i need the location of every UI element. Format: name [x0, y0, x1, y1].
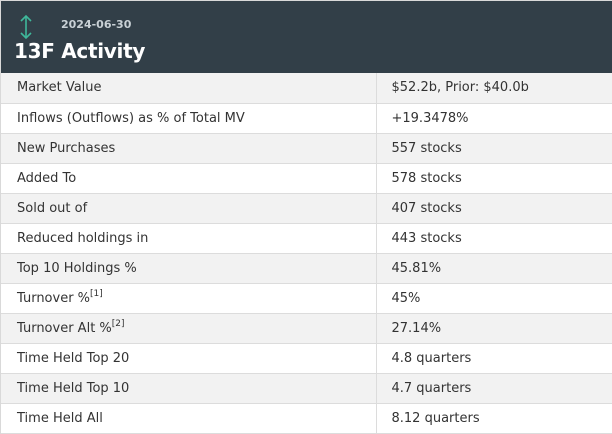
row-value: 407 stocks [375, 193, 612, 224]
row-label: Turnover %[1] [1, 283, 376, 314]
table-row: New Purchases 557 stocks [1, 133, 612, 164]
row-label: Time Held Top 10 [1, 373, 376, 404]
panel-title: 13F Activity [14, 39, 146, 63]
row-value: 578 stocks [375, 163, 612, 194]
row-value: 557 stocks [375, 133, 612, 164]
row-value: 45.81% [375, 253, 612, 284]
row-label: Inflows (Outflows) as % of Total MV [1, 103, 376, 134]
row-label: Top 10 Holdings % [1, 253, 376, 284]
row-value: 4.8 quarters [375, 343, 612, 374]
row-label: Time Held All [1, 403, 376, 434]
table-row: Reduced holdings in 443 stocks [1, 223, 612, 254]
table-row: Turnover Alt %[2] 27.14% [1, 313, 612, 344]
row-label: Turnover Alt %[2] [1, 313, 376, 344]
footnote-link[interactable]: [2] [111, 318, 125, 329]
row-label: Sold out of [1, 193, 376, 224]
footnote-link[interactable]: [1] [90, 288, 103, 299]
table-row: Time Held All 8.12 quarters [1, 403, 612, 434]
table-row: Turnover %[1] 45% [1, 283, 612, 314]
row-label: Market Value [1, 73, 376, 104]
up-down-arrow-icon [20, 14, 32, 40]
table-row: Added To 578 stocks [1, 163, 612, 194]
table-row: Top 10 Holdings % 45.81% [1, 253, 612, 284]
panel-header: 2024-06-30 13F Activity [1, 1, 612, 73]
row-value: +19.3478% [375, 103, 612, 134]
table-row: Sold out of 407 stocks [1, 193, 612, 224]
table-row: Time Held Top 20 4.8 quarters [1, 343, 612, 374]
row-label: Reduced holdings in [1, 223, 376, 254]
row-label: Time Held Top 20 [1, 343, 376, 374]
report-date: 2024-06-30 [61, 18, 132, 31]
row-value: 8.12 quarters [375, 403, 612, 434]
table-row: Time Held Top 10 4.7 quarters [1, 373, 612, 404]
row-value: 27.14% [375, 313, 612, 344]
row-label: New Purchases [1, 133, 376, 164]
row-value: $52.2b, Prior: $40.0b [375, 73, 612, 104]
row-value: 45% [375, 283, 612, 314]
activity-table: Market Value $52.2b, Prior: $40.0b Inflo… [1, 73, 612, 434]
row-value: 4.7 quarters [375, 373, 612, 404]
row-value: 443 stocks [375, 223, 612, 254]
row-label: Added To [1, 163, 376, 194]
table-row: Market Value $52.2b, Prior: $40.0b [1, 73, 612, 104]
table-row: Inflows (Outflows) as % of Total MV +19.… [1, 103, 612, 134]
